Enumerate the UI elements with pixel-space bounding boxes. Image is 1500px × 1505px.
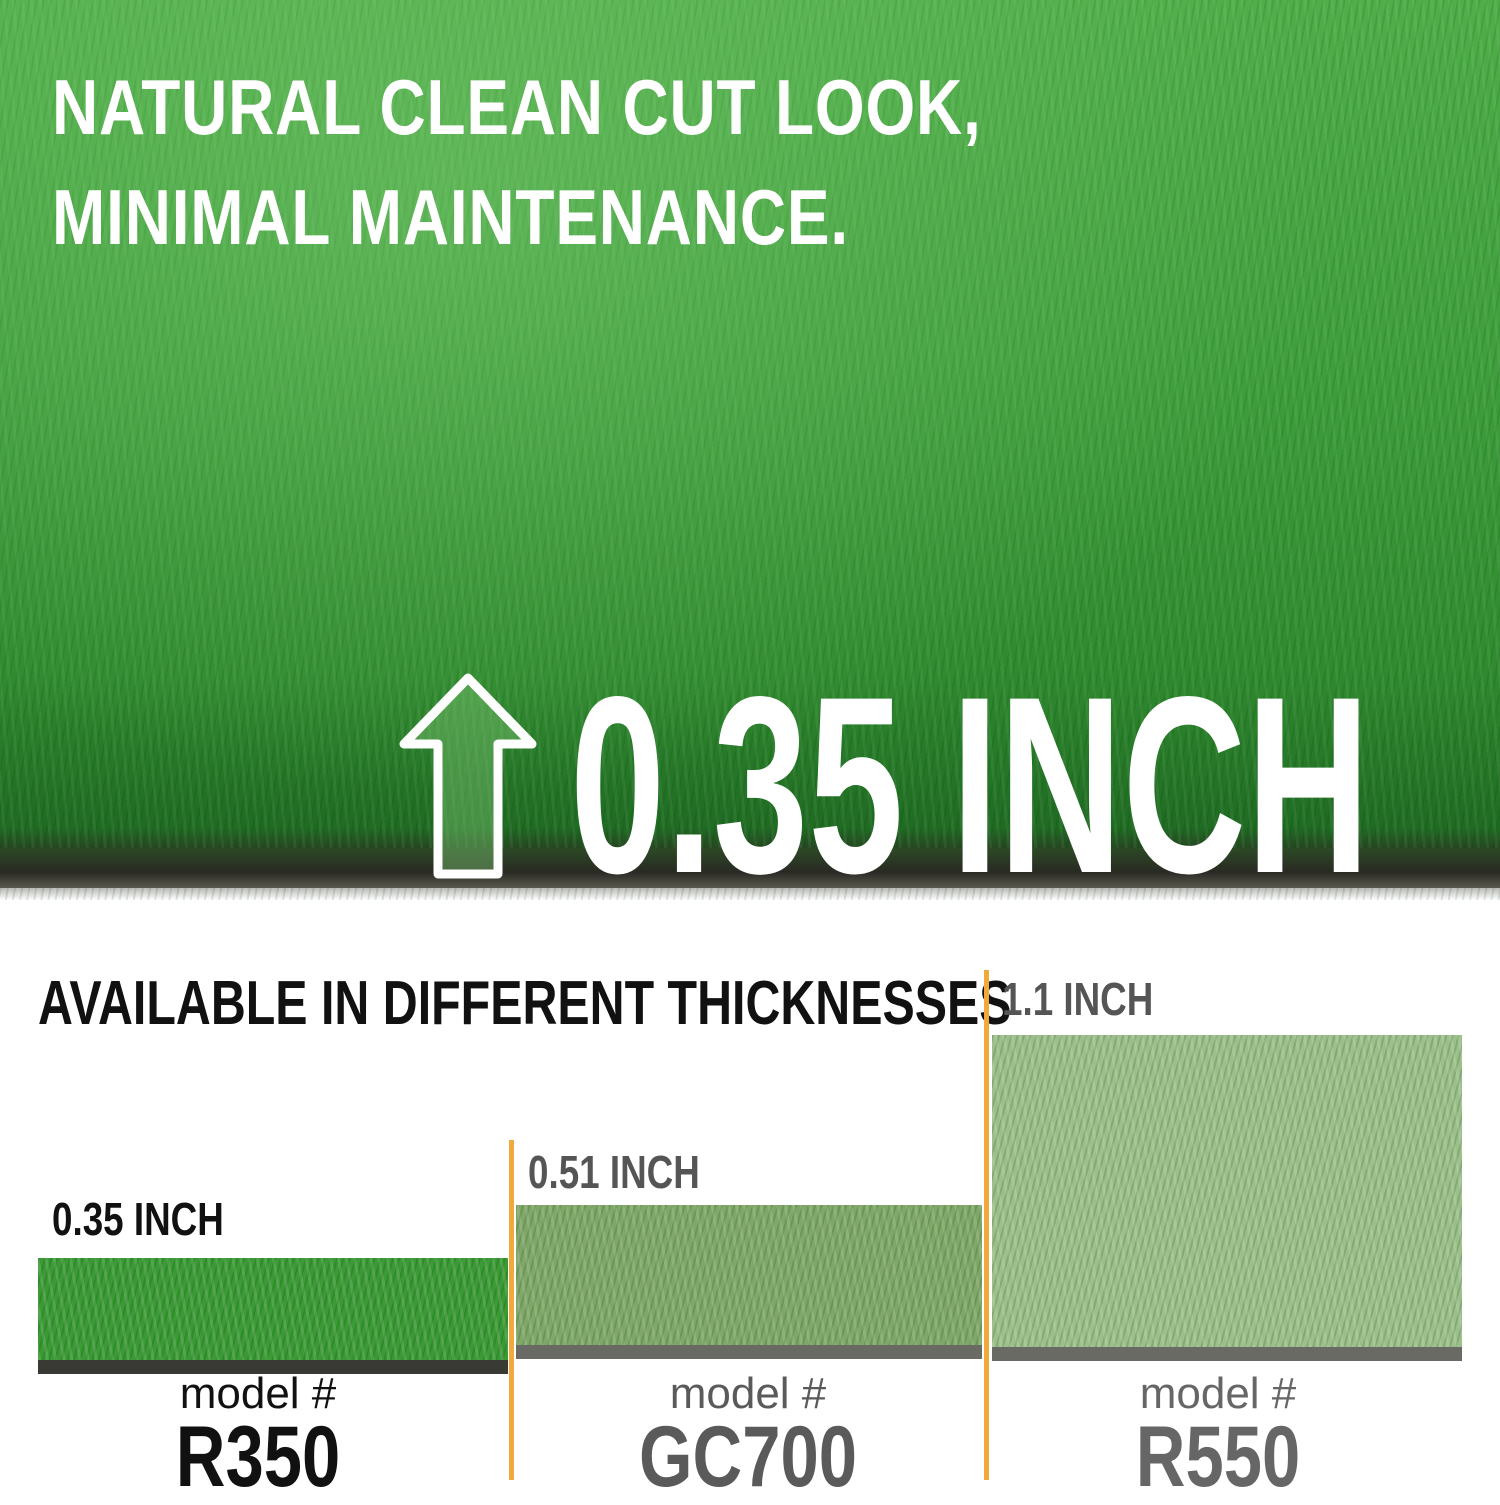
divider-line [984, 970, 989, 1480]
thickness-r350: 0.35 INCH [52, 1193, 224, 1245]
thickness-gc700: 0.51 INCH [528, 1146, 700, 1198]
height-label: 0.35 INCH [570, 645, 1370, 926]
model-label: model # [669, 1369, 827, 1418]
swatch-gc700 [516, 1205, 982, 1359]
model-r350: model # R350 [108, 1369, 408, 1505]
model-label: model # [179, 1369, 337, 1418]
swatch-r550 [992, 1035, 1462, 1361]
divider-line [509, 1140, 514, 1480]
model-gc700: model # GC700 [598, 1369, 898, 1505]
model-r550: model # R550 [1068, 1369, 1368, 1505]
model-number: R350 [175, 1409, 341, 1505]
turf-backing [0, 848, 1500, 888]
model-label: model # [1139, 1369, 1297, 1418]
model-number: R550 [1135, 1409, 1301, 1505]
thickness-r550: 1.1 INCH [1002, 973, 1154, 1025]
headline-line-1: NATURAL CLEAN CUT LOOK, [52, 63, 982, 151]
up-arrow-icon [399, 673, 537, 879]
swatch-r350 [38, 1258, 508, 1374]
headline-line-2: MINIMAL MAINTENANCE. [52, 173, 849, 261]
grass-hero-photo [0, 0, 1500, 900]
section-title: AVAILABLE IN DIFFERENT THICKNESSES [38, 969, 1012, 1038]
model-number: GC700 [639, 1409, 857, 1505]
